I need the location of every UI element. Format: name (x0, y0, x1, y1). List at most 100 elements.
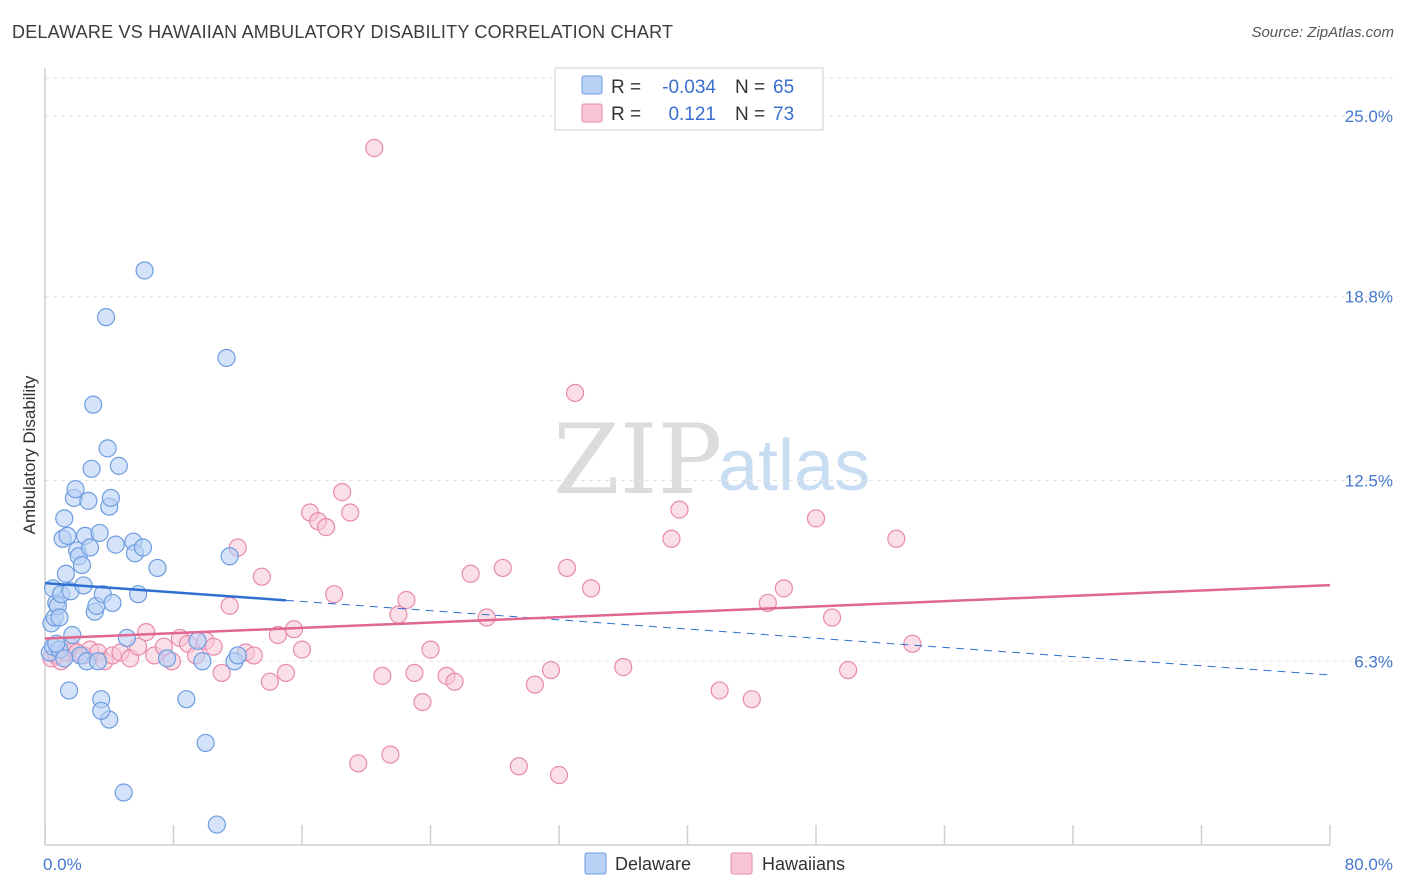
hawaiians-point (268, 625, 288, 645)
bottom-legend-hawaiians: Hawaiians (762, 854, 845, 874)
delaware-point (82, 459, 101, 478)
hawaiians-point (397, 590, 416, 610)
delaware-point (92, 701, 111, 720)
delaware-point (98, 439, 117, 458)
delaware-point (80, 538, 100, 557)
x-tick-max: 80.0% (1345, 855, 1393, 874)
delaware-point (96, 308, 116, 327)
legend-r-label-delaware: R = (611, 77, 641, 98)
hawaiians-point (710, 681, 729, 700)
watermark-atlas: atlas (718, 426, 870, 506)
delaware-point (207, 815, 226, 834)
hawaiians-point (839, 660, 858, 680)
delaware-point (148, 558, 167, 578)
delaware-point (133, 538, 153, 557)
delaware-point (72, 555, 92, 575)
legend-r-value-delaware: -0.034 (662, 77, 716, 98)
y-tick-label: 6.3% (1354, 652, 1393, 671)
delaware-point (114, 783, 133, 802)
y-tick-label: 25.0% (1345, 107, 1393, 126)
delaware-point (55, 509, 74, 528)
bottom-legend-swatch-hawaiians (730, 852, 753, 875)
zipatlas-watermark: ZIP atlas (553, 404, 870, 516)
hawaiians-point (333, 483, 352, 502)
hawaiians-point (549, 765, 569, 785)
hawaiians-point (260, 672, 279, 691)
delaware-point (101, 488, 120, 508)
grid-lines (45, 77, 1393, 662)
hawaiians-point (373, 666, 392, 685)
hawaiians-point (365, 138, 384, 158)
delaware-point (63, 625, 82, 645)
legend-swatch-delaware (581, 75, 603, 95)
chart-title: DELAWARE VS HAWAIIAN AMBULATORY DISABILI… (12, 22, 674, 42)
hawaiians-point (903, 634, 922, 653)
hawaiians-point (316, 518, 336, 537)
hawaiians-trend (44, 583, 1331, 640)
delaware-point (117, 628, 137, 648)
hawaiians-point (806, 509, 826, 528)
delaware-trend-solid (44, 581, 287, 602)
delaware-point (188, 631, 207, 650)
hawaiians-point (325, 585, 344, 604)
y-tick-label: 12.5% (1345, 471, 1393, 490)
hawaiians-point (349, 754, 368, 773)
delaware-point (228, 646, 247, 665)
hawaiians-point (582, 579, 601, 598)
delaware-points (40, 261, 247, 834)
hawaiians-point (614, 658, 633, 677)
legend-n-label-delaware: N = (735, 77, 765, 98)
delaware-point (109, 456, 128, 475)
hawaiians-point (220, 596, 239, 615)
hawaiians-point (252, 567, 271, 586)
delaware-point (55, 649, 74, 668)
source-credit: Source: ZipAtlas.com (1251, 24, 1394, 41)
hawaiians-point (445, 672, 464, 691)
delaware-point (157, 649, 177, 668)
delaware-point (56, 564, 75, 583)
delaware-point (193, 652, 212, 671)
legend-r-label-hawaiians: R = (611, 104, 641, 125)
delaware-point (217, 348, 236, 368)
bottom-legend-delaware: Delaware (615, 854, 691, 874)
delaware-point (220, 547, 239, 566)
hawaiians-point (381, 745, 400, 764)
hawaiians-point (887, 529, 906, 548)
hawaiians-point (477, 608, 496, 627)
delaware-point (84, 395, 103, 414)
delaware-point (177, 690, 196, 709)
delaware-point (90, 523, 109, 543)
hawaiians-point (774, 579, 793, 598)
delaware-point (106, 535, 125, 554)
hawaiians-point (413, 692, 432, 712)
trend-lines (44, 581, 1331, 676)
legend-box: R = -0.034 N = 65 R = 0.121 N = 73 (554, 67, 824, 131)
hawaiians-point (405, 663, 424, 683)
hawaiians-point (421, 640, 440, 659)
hawaiians-point (525, 675, 545, 694)
bottom-legend-swatch-delaware (584, 852, 607, 875)
delaware-point (88, 652, 108, 671)
delaware-point (79, 491, 98, 510)
legend-n-label-hawaiians: N = (735, 104, 765, 125)
watermark-zip: ZIP (553, 404, 722, 516)
hawaiians-point (670, 500, 689, 519)
hawaiians-point (276, 663, 296, 683)
hawaiians-point (137, 623, 156, 642)
hawaiians-point (822, 608, 842, 627)
hawaiians-point (292, 640, 312, 659)
hawaiians-point (244, 646, 263, 665)
hawaiians-point (557, 558, 577, 578)
hawaiians-point (204, 637, 223, 656)
delaware-point (47, 634, 66, 653)
y-tick-labels: 6.3% 12.5% 18.8% 25.0% (1345, 107, 1393, 671)
delaware-point (135, 261, 154, 280)
delaware-point (58, 526, 77, 545)
delaware-point (50, 608, 69, 627)
bottom-legend: Delaware Hawaiians (584, 852, 845, 875)
legend-n-value-hawaiians: 73 (773, 104, 794, 125)
hawaiians-point (541, 660, 561, 680)
hawaiians-point (461, 564, 480, 583)
axes (44, 68, 1331, 846)
